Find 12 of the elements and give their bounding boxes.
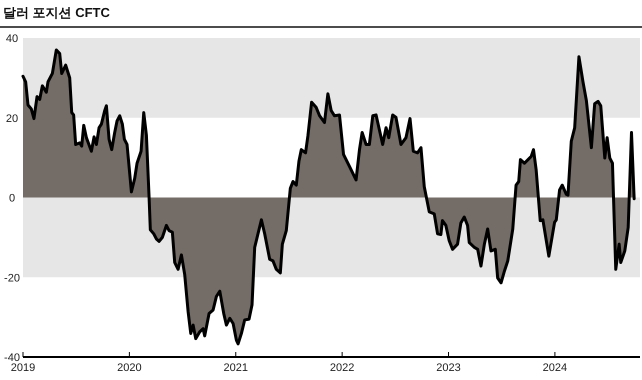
x-tick-label: 2021 — [224, 362, 248, 374]
y-tick-label: -20 — [4, 272, 20, 284]
y-tick-label: 0 — [8, 192, 16, 204]
x-tick-label: 2019 — [10, 362, 36, 374]
y-tick-label: 40 — [6, 33, 18, 45]
x-tick-label: 2020 — [117, 362, 142, 374]
y-tick-label: 20 — [6, 112, 18, 125]
x-tick-label: 2023 — [436, 362, 461, 374]
chart-title: 달러 포지션 CFTC — [3, 5, 110, 20]
y-tick-label: -40 — [4, 352, 20, 364]
x-tick-label: 2022 — [330, 362, 354, 374]
x-tick-label: 2024 — [542, 362, 568, 374]
